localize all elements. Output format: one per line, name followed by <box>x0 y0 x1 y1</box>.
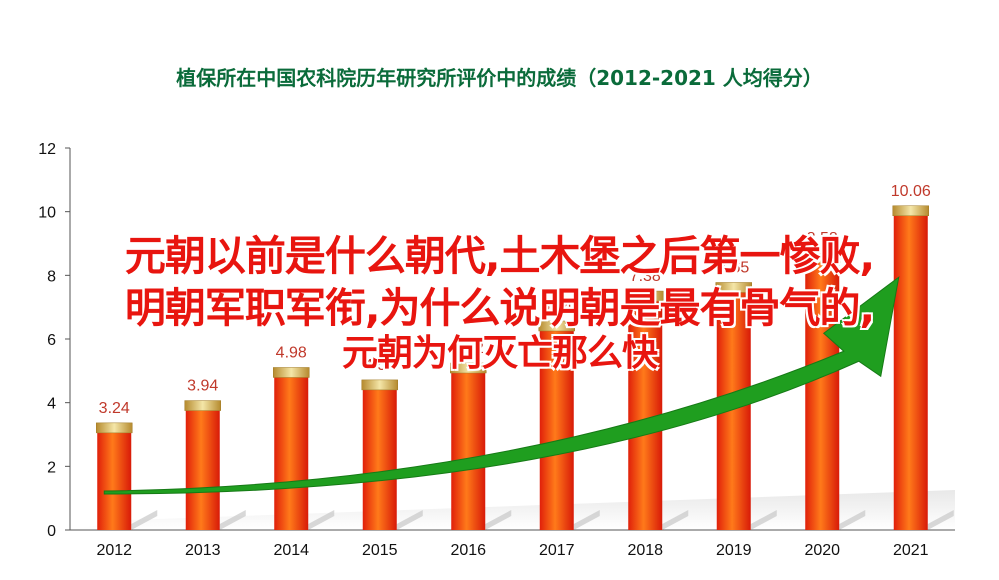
x-tick-label: 2017 <box>539 542 575 559</box>
bar-cap <box>538 320 575 332</box>
bar-shadow <box>573 510 600 530</box>
data-label: 4.98 <box>276 344 307 361</box>
bar-shadow <box>396 510 423 530</box>
overlay-headline-1: 元朝以前是什么朝代,土木堡之后第一惨败, <box>124 232 875 280</box>
x-tick-label: 2016 <box>450 542 486 559</box>
y-tick-label: 6 <box>47 332 56 349</box>
x-tick-label: 2019 <box>716 542 752 559</box>
bar-cap <box>96 422 133 434</box>
data-label: 3.24 <box>99 400 130 417</box>
chart-title: 植保所在中国农科院历年研究所评价中的成绩（2012-2021 人均得分） <box>176 66 823 90</box>
bar-cap <box>273 367 310 378</box>
x-tick-label: 2012 <box>96 542 132 559</box>
bar-shadow <box>927 510 954 530</box>
bar <box>362 389 397 530</box>
bar-shadow <box>750 510 777 530</box>
bar-shadow <box>662 510 689 530</box>
y-tick-label: 0 <box>47 523 56 540</box>
data-label: 6.44 <box>541 298 572 315</box>
bar-cap <box>450 362 487 374</box>
bar-cap <box>184 400 221 411</box>
bar <box>539 330 574 530</box>
data-label: 3.94 <box>187 378 218 395</box>
bar-cap <box>804 252 841 264</box>
x-tick-label: 2021 <box>893 542 929 559</box>
overlay-headline-2: 明朝军职军衔,为什么说明朝是最有骨气的, <box>124 284 875 332</box>
data-label: 10.06 <box>891 183 931 200</box>
x-tick-label: 2015 <box>362 542 398 559</box>
bar <box>274 377 309 530</box>
y-tick-label: 4 <box>47 396 56 413</box>
y-tick-label: 8 <box>47 268 56 285</box>
bar-shadow <box>131 510 158 530</box>
bar-shadow <box>839 510 866 530</box>
bar-shadow <box>219 510 246 530</box>
trend-arrow <box>103 276 900 495</box>
y-tick-label: 10 <box>38 205 56 222</box>
x-tick-label: 2013 <box>185 542 221 559</box>
x-tick-label: 2020 <box>804 542 840 559</box>
data-label: 7.38 <box>630 268 661 285</box>
bar-cap <box>715 282 752 293</box>
bar-cap <box>892 205 929 217</box>
x-tick-label: 2014 <box>273 542 309 559</box>
bar-cap <box>627 290 664 302</box>
data-label: 4.59 <box>364 357 395 374</box>
x-tick-label: 2018 <box>627 542 663 559</box>
bar-shadow <box>308 510 335 530</box>
y-tick-label: 2 <box>47 459 56 476</box>
bar <box>805 262 840 530</box>
data-label: 8.58 <box>807 230 838 247</box>
data-label: 7.65 <box>718 259 749 276</box>
bar <box>451 373 486 530</box>
bar-shadow <box>485 510 512 530</box>
bar <box>97 432 132 530</box>
bar <box>893 215 928 531</box>
y-tick-label: 12 <box>38 141 56 158</box>
bar <box>185 410 220 530</box>
overlay-headline-3: 元朝为何灭亡那么快 <box>341 333 658 374</box>
data-label: 5.12 <box>453 340 484 357</box>
bar-cap <box>361 379 398 391</box>
